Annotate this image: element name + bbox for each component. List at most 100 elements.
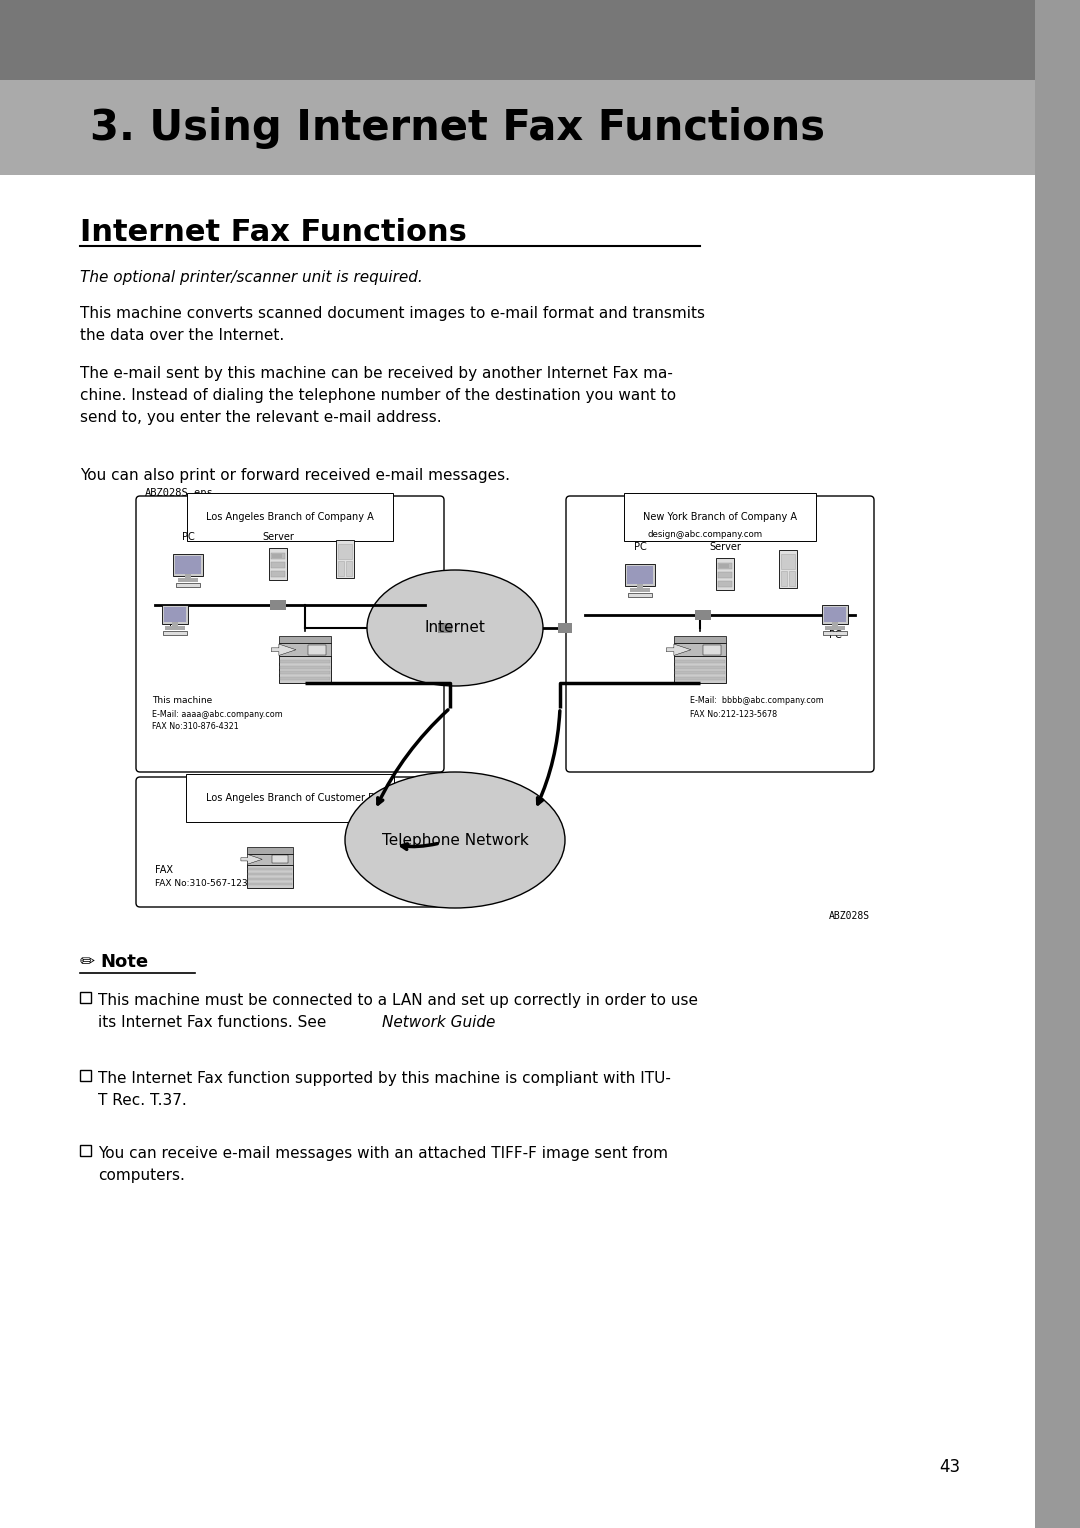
Text: You can also print or forward received e-mail messages.: You can also print or forward received e… <box>80 468 510 483</box>
Bar <box>248 883 292 885</box>
Text: Note: Note <box>100 953 148 970</box>
Bar <box>718 571 732 578</box>
Text: its Internet Fax functions. See: its Internet Fax functions. See <box>98 1015 332 1030</box>
Bar <box>674 643 726 657</box>
Bar <box>280 666 330 669</box>
FancyArrow shape <box>666 643 691 656</box>
Text: E-Mail:  bbbb@abc.company.com: E-Mail: bbbb@abc.company.com <box>690 695 824 704</box>
FancyBboxPatch shape <box>566 497 874 772</box>
Bar <box>280 677 330 680</box>
Bar <box>247 865 293 888</box>
Bar <box>716 558 734 590</box>
Text: .: . <box>480 1015 485 1030</box>
Bar <box>781 555 795 568</box>
Bar <box>173 555 203 576</box>
Bar <box>247 854 293 865</box>
Bar <box>162 605 188 623</box>
Bar <box>438 623 453 633</box>
Bar <box>280 671 330 674</box>
Text: The Internet Fax function supported by this machine is compliant with ITU-: The Internet Fax function supported by t… <box>98 1071 671 1086</box>
Bar <box>272 555 282 558</box>
Bar <box>0 79 1035 176</box>
Bar <box>718 581 732 587</box>
Text: computers.: computers. <box>98 1167 185 1183</box>
Text: Los Angeles Branch of Company A: Los Angeles Branch of Company A <box>206 512 374 523</box>
Text: This machine converts scanned document images to e-mail format and transmits
the: This machine converts scanned document i… <box>80 306 705 344</box>
Text: 43: 43 <box>939 1458 960 1476</box>
Bar <box>248 872 292 876</box>
Text: PC: PC <box>168 620 181 630</box>
Bar <box>172 622 178 628</box>
Ellipse shape <box>345 772 565 908</box>
Bar <box>0 0 1035 79</box>
Bar <box>696 610 711 620</box>
Bar <box>719 564 729 568</box>
Text: FAX No:310-567-1234: FAX No:310-567-1234 <box>156 879 253 888</box>
Bar <box>308 645 326 654</box>
Text: Internet Fax Functions: Internet Fax Functions <box>80 219 467 248</box>
Bar <box>269 549 287 581</box>
Bar <box>80 1070 91 1080</box>
Bar <box>279 636 332 643</box>
Bar <box>185 575 191 581</box>
Text: This machine must be connected to a LAN and set up correctly in order to use: This machine must be connected to a LAN … <box>98 993 698 1008</box>
Bar <box>336 539 354 578</box>
Text: ABZ028S.eps: ABZ028S.eps <box>145 487 214 498</box>
Bar <box>675 666 725 669</box>
FancyArrow shape <box>271 643 296 656</box>
Bar <box>675 660 725 663</box>
Bar <box>718 562 732 568</box>
Bar <box>248 868 292 871</box>
Text: Server: Server <box>262 532 294 542</box>
Bar <box>627 565 653 584</box>
Bar <box>625 564 654 587</box>
Bar <box>823 631 847 636</box>
Bar <box>781 571 787 587</box>
Bar <box>271 571 285 578</box>
Bar <box>165 626 185 630</box>
Bar <box>247 847 293 854</box>
Bar <box>675 671 725 674</box>
Bar <box>176 584 200 587</box>
Text: Server: Server <box>710 542 741 552</box>
Text: PC: PC <box>634 542 646 552</box>
Bar <box>779 550 797 588</box>
Text: Telephone Network: Telephone Network <box>381 833 528 848</box>
Bar <box>703 645 721 654</box>
Bar <box>822 605 848 623</box>
Bar <box>270 601 286 610</box>
Ellipse shape <box>367 570 543 686</box>
Bar <box>558 623 572 633</box>
FancyBboxPatch shape <box>136 497 444 772</box>
Text: This machine: This machine <box>152 695 213 704</box>
Text: 3. Using Internet Fax Functions: 3. Using Internet Fax Functions <box>90 107 825 150</box>
Bar <box>824 607 846 622</box>
Bar <box>825 626 845 630</box>
Text: Los Angeles Branch of Customer B: Los Angeles Branch of Customer B <box>205 793 375 804</box>
Bar <box>346 561 352 576</box>
Bar <box>279 643 332 657</box>
FancyBboxPatch shape <box>136 778 444 908</box>
Bar <box>674 657 726 683</box>
Bar <box>338 561 345 576</box>
Bar <box>80 1144 91 1157</box>
Bar <box>248 877 292 880</box>
Bar <box>674 636 726 643</box>
Text: PC: PC <box>181 532 194 542</box>
Text: The e-mail sent by this machine can be received by another Internet Fax ma-
chin: The e-mail sent by this machine can be r… <box>80 367 676 425</box>
Bar <box>163 631 187 636</box>
Bar <box>637 584 643 590</box>
Bar <box>675 677 725 680</box>
Text: ABZ028S: ABZ028S <box>828 911 870 921</box>
Bar <box>1035 0 1080 1528</box>
Text: Network Guide: Network Guide <box>382 1015 496 1030</box>
Bar <box>80 992 91 1002</box>
Bar <box>164 607 186 622</box>
Text: FAX No:310-876-4321: FAX No:310-876-4321 <box>152 723 239 730</box>
Bar <box>271 553 285 559</box>
Text: T Rec. T.37.: T Rec. T.37. <box>98 1093 187 1108</box>
Text: FAX No:212-123-5678: FAX No:212-123-5678 <box>690 711 778 720</box>
Bar <box>789 571 795 587</box>
Text: You can receive e-mail messages with an attached TIFF-F image sent from: You can receive e-mail messages with an … <box>98 1146 669 1161</box>
Bar <box>630 588 650 591</box>
